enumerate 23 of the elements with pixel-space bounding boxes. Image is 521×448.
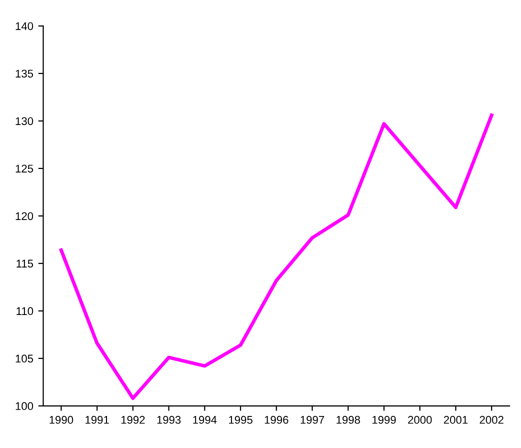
x-tick-label: 1992 — [121, 416, 145, 424]
y-tick-label: 115 — [16, 260, 34, 268]
x-tick-label: 1995 — [229, 416, 252, 424]
x-tick-label: 1990 — [50, 416, 74, 424]
line-series — [59, 114, 494, 400]
x-tick-label: 1994 — [193, 416, 217, 424]
x-tick-label: 1991 — [86, 416, 109, 424]
x-tick-label: 1998 — [336, 416, 360, 424]
y-tick-label: 125 — [16, 164, 34, 173]
y-tick-label: 100 — [16, 402, 34, 410]
y-tick-label: 140 — [16, 22, 34, 30]
y-tick-label: 105 — [16, 354, 34, 363]
x-tick-label: 2002 — [480, 416, 504, 424]
x-tick-label: 1993 — [157, 416, 181, 424]
x-tick-label: 2001 — [444, 416, 468, 424]
x-tick-label: 1996 — [264, 416, 288, 424]
y-tick-label: 135 — [16, 70, 34, 78]
x-tick-label: 2000 — [408, 416, 432, 424]
y-tick-label: 120 — [16, 212, 34, 220]
x-tick-label: 1997 — [300, 416, 324, 424]
x-tick-label: 1999 — [372, 416, 396, 424]
y-tick-label: 110 — [16, 307, 34, 316]
y-tick-label: 130 — [16, 117, 34, 126]
